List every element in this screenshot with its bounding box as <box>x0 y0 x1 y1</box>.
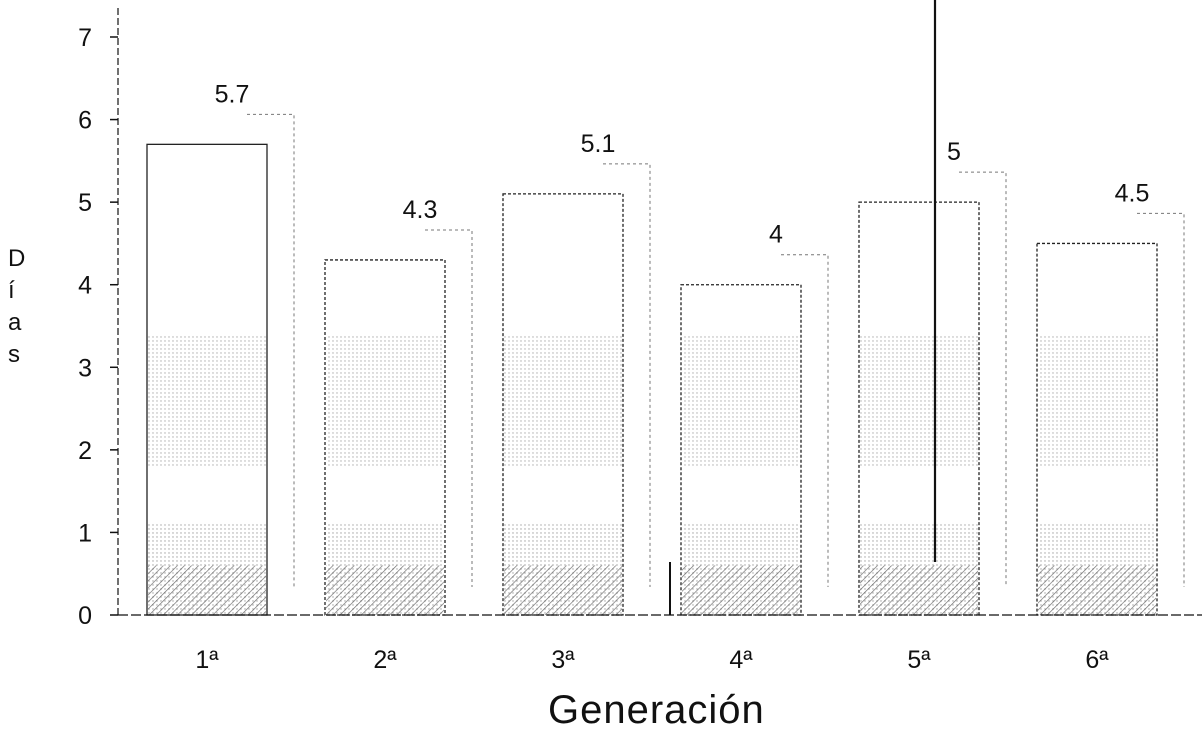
data-labels: 5.7 4.3 5.1 4 5 4.5 <box>215 80 1150 248</box>
bar-frame <box>247 113 295 587</box>
x-tick-label: 4ª <box>729 646 753 674</box>
bar-value-label: 4.5 <box>1115 179 1150 207</box>
x-tick-label: 6ª <box>1085 646 1109 674</box>
bar-value-label: 4.3 <box>403 196 438 224</box>
y-tick-label: 1 <box>78 519 92 547</box>
y-tick-label: 3 <box>78 354 92 382</box>
y-tick-label: 4 <box>78 272 92 300</box>
y-tick-label: 7 <box>78 24 92 52</box>
y-axis-title-letter: í <box>8 277 15 304</box>
bar-hatch <box>326 565 444 615</box>
y-axis-title-letter: D <box>8 245 26 272</box>
y-tick-label: 5 <box>78 189 92 217</box>
bar-frame <box>1137 212 1185 587</box>
bar-shade-band <box>682 334 800 467</box>
x-tick-label: 5ª <box>907 646 931 674</box>
y-axis-title-letter: a <box>8 309 22 336</box>
x-axis: 1ª 2ª 3ª 4ª 5ª 6ª <box>118 614 1202 674</box>
bar-2 <box>324 229 473 616</box>
y-axis: 0 1 2 3 4 5 6 7 <box>78 8 119 630</box>
bar-hatch <box>504 565 622 615</box>
y-tick-label: 6 <box>78 107 92 135</box>
bar-value-label: 4 <box>769 221 783 249</box>
bar-hatch <box>682 565 800 615</box>
bar-value-label: 5.7 <box>215 80 250 108</box>
x-tick-label: 2ª <box>373 646 397 674</box>
bar-shade-band <box>1038 334 1156 467</box>
y-tick-label: 0 <box>78 602 92 630</box>
x-tick-label: 1ª <box>195 646 219 674</box>
bar-1 <box>146 113 295 616</box>
bar-value-label: 5.1 <box>581 130 616 158</box>
x-axis-title: Generación <box>548 688 765 732</box>
y-axis-title-letter: s <box>8 341 20 368</box>
bar-hatch <box>860 565 978 615</box>
bars <box>146 0 1185 616</box>
bar-hatch <box>1038 565 1156 615</box>
bar-shade-band <box>326 334 444 467</box>
bar-shade-band <box>504 334 622 467</box>
y-tick-label: 2 <box>78 437 92 465</box>
bar-shade-band <box>148 334 266 467</box>
bar-shade-band <box>860 334 978 467</box>
bar-4 <box>680 254 829 616</box>
bar-5 <box>858 171 1007 616</box>
bar-6 <box>1036 212 1185 616</box>
bar-hatch <box>148 565 266 615</box>
bar-3 <box>502 163 651 616</box>
x-tick-label: 3ª <box>551 646 575 674</box>
bar-value-label: 5 <box>947 138 961 166</box>
